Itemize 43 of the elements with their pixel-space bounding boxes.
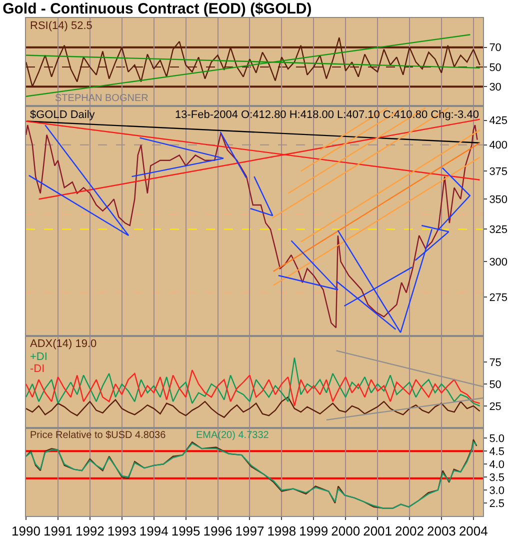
x-tick-label: 2002: [395, 524, 424, 539]
series-label: RSI(14) 52.5: [30, 20, 92, 32]
y-tick-label: 70: [489, 42, 502, 54]
chart-subtitle: 13-Feb-2004 O:412.80 H:418.00 L:407.10 C:410.80 Chg:-3.40: [175, 109, 479, 121]
text: ADX(14) 19.0: [30, 338, 97, 350]
y-tick-label: 5.0: [489, 433, 504, 446]
x-tick-label: 1991: [44, 524, 72, 539]
y-tick-label: 400: [489, 140, 508, 152]
x-tick-label: 2004: [458, 524, 488, 539]
y-tick-label: 25: [489, 400, 502, 413]
series-label: Price Relative to $USD 4.8036: [30, 430, 166, 441]
chart-title: $GOLD Daily: [30, 109, 96, 121]
y-tick-label: 300: [489, 256, 508, 269]
y-tick-label: 3.5: [489, 472, 504, 484]
chart-title: Gold - Continuous Contract (EOD) ($GOLD): [2, 0, 312, 18]
y-tick-label: 75: [489, 356, 502, 369]
x-tick-label: 1993: [107, 524, 136, 539]
y-tick-label: 425: [489, 115, 508, 128]
x-tick-label: 2001: [363, 524, 392, 539]
series-label: EMA(20) 4.7332: [196, 430, 270, 441]
x-tick-label: 1996: [203, 524, 232, 539]
x-tick-label: 1999: [299, 524, 328, 539]
y-tick-label: 350: [489, 194, 508, 206]
x-tick-label: 1990: [12, 524, 40, 539]
x-tick-label: 2000: [331, 524, 360, 539]
y-tick-label: 4.5: [489, 446, 504, 458]
y-tick-label: 50: [489, 378, 502, 391]
x-tick-label: 1992: [75, 524, 104, 539]
y-tick-label: 2.5: [489, 498, 504, 510]
series-label: -DI: [30, 363, 45, 375]
y-tick-label: 325: [489, 224, 508, 236]
y-tick-label: 50: [489, 62, 502, 74]
y-tick-label: 375: [489, 166, 508, 178]
y-tick-label: 275: [489, 292, 508, 304]
series-label: +DI: [30, 351, 48, 363]
y-tick-label: 3.0: [489, 484, 504, 497]
y-tick-label: 4.0: [489, 458, 504, 471]
x-tick-label: 2003: [426, 524, 456, 539]
x-tick-label: 1997: [235, 524, 264, 539]
x-tick-label: 1998: [267, 524, 296, 539]
x-tick-label: 1995: [171, 524, 200, 539]
x-tick-label: 1994: [139, 524, 168, 539]
y-tick-label: 30: [489, 81, 502, 94]
